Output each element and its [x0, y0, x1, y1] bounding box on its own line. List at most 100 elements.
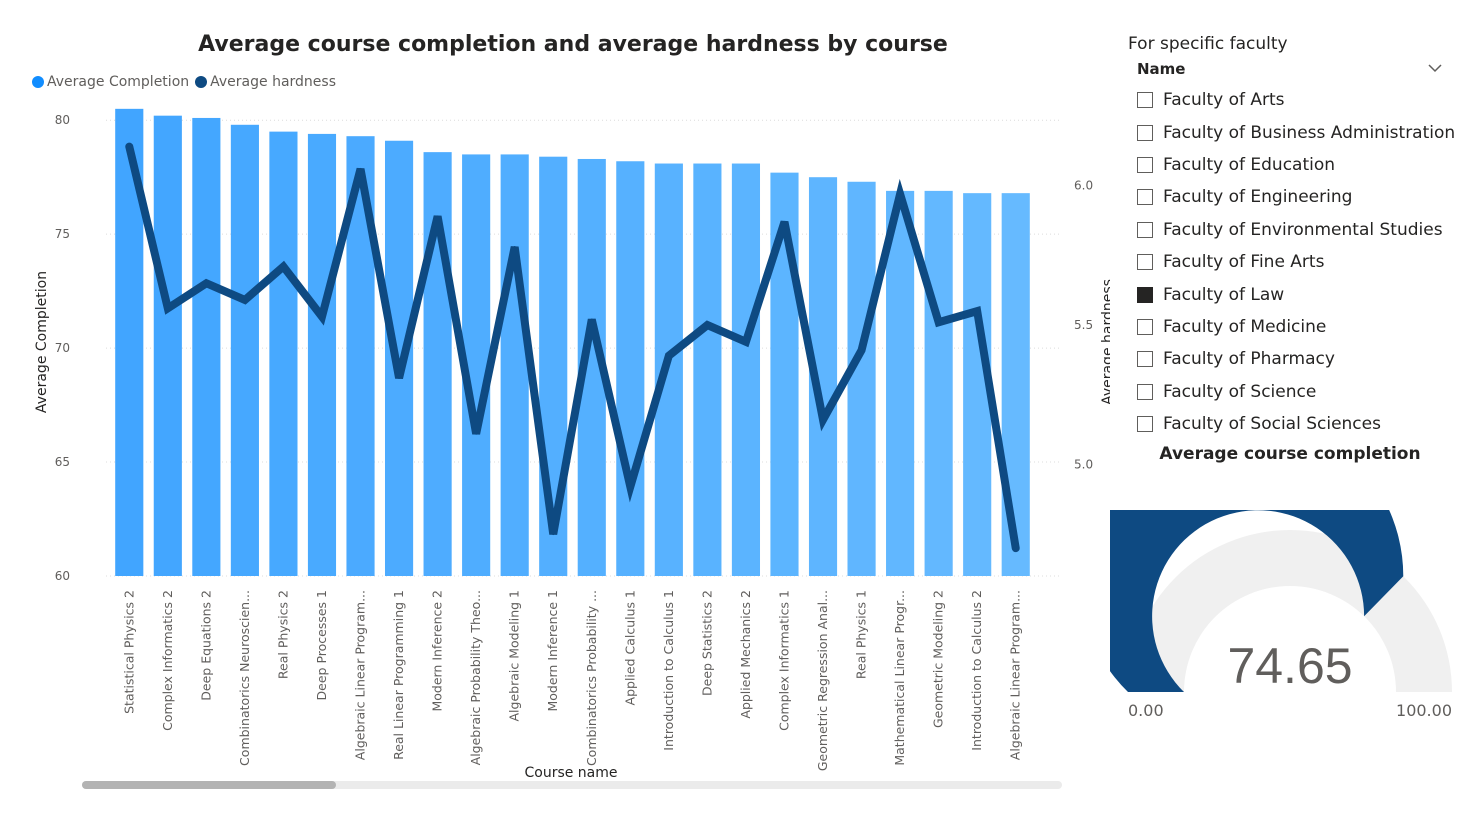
x-tick-label: Combinatorics Neuroscien...	[237, 590, 252, 766]
scrollbar-thumb[interactable]	[82, 781, 336, 789]
line-point-average-hardness[interactable]	[706, 324, 709, 327]
bar-average-completion[interactable]	[731, 163, 761, 576]
y-right-tick-label: 5.0	[1074, 457, 1093, 471]
chart-scrollbar[interactable]	[82, 781, 1062, 789]
line-point-average-hardness[interactable]	[744, 340, 747, 343]
line-point-average-hardness[interactable]	[205, 282, 208, 285]
line-point-average-hardness[interactable]	[590, 318, 593, 321]
x-tick-label: Algebraic Modeling 1	[507, 590, 522, 722]
checkbox[interactable]	[1137, 124, 1153, 141]
line-point-average-hardness[interactable]	[436, 215, 439, 218]
x-tick-label: Deep Processes 1	[314, 590, 329, 700]
bar-average-completion[interactable]	[693, 163, 722, 576]
line-point-average-hardness[interactable]	[667, 354, 670, 357]
checkbox[interactable]	[1137, 318, 1153, 335]
gauge: 74.65 0.00 100.00	[1110, 510, 1452, 720]
slicer-item[interactable]: Faculty of Science	[1137, 376, 1455, 408]
chart-legend: Average Completion Average hardness	[32, 74, 336, 90]
y-axis-right-title: Average hardness	[1100, 279, 1110, 405]
line-point-average-hardness[interactable]	[822, 418, 825, 421]
x-tick-label: Algebraic Probability Theo...	[468, 590, 483, 765]
slicer-item-label: Faculty of Business Administration	[1163, 122, 1456, 143]
x-tick-label: Algebraic Linear Program...	[1008, 590, 1023, 760]
x-tick-label: Applied Mechanics 2	[738, 590, 753, 719]
x-tick-label: Real Linear Programming 1	[391, 590, 406, 760]
bar-average-completion[interactable]	[230, 124, 259, 577]
line-average-hardness[interactable]	[125, 142, 1020, 553]
bar-average-completion[interactable]	[1001, 193, 1030, 576]
line-point-average-hardness[interactable]	[976, 310, 979, 313]
slicer-item[interactable]: Faculty of Social Sciences	[1137, 408, 1455, 440]
checkbox[interactable]	[1137, 189, 1153, 206]
gauge-max-label: 100.00	[1396, 701, 1452, 720]
line-point-average-hardness[interactable]	[860, 349, 863, 352]
bar-average-completion[interactable]	[153, 115, 182, 576]
bar-average-completion[interactable]	[616, 161, 645, 576]
y-right-tick-label: 6.0	[1074, 179, 1093, 193]
slicer-item[interactable]: Faculty of Engineering	[1137, 181, 1455, 213]
line-point-average-hardness[interactable]	[282, 265, 285, 268]
bar-average-completion[interactable]	[307, 133, 337, 576]
slicer-title: For specific faculty	[1128, 34, 1288, 54]
legend-dot-completion	[32, 76, 44, 88]
bar-average-completion[interactable]	[847, 181, 876, 576]
bar-average-completion[interactable]	[192, 117, 221, 577]
slicer-item[interactable]: Faculty of Arts	[1137, 84, 1455, 116]
gauge-min-label: 0.00	[1128, 701, 1164, 720]
gauge-value: 74.65	[1227, 638, 1352, 694]
line-point-average-hardness[interactable]	[243, 298, 246, 301]
line-point-average-hardness[interactable]	[783, 220, 786, 223]
checkbox[interactable]	[1137, 351, 1153, 368]
checkbox[interactable]	[1137, 92, 1153, 109]
legend-item-hardness[interactable]: Average hardness	[195, 74, 336, 90]
line-point-average-hardness[interactable]	[398, 377, 401, 380]
line-point-average-hardness[interactable]	[1014, 547, 1017, 550]
line-point-average-hardness[interactable]	[513, 245, 516, 248]
slicer-item[interactable]: Faculty of Environmental Studies	[1137, 214, 1455, 246]
slicer-item-label: Faculty of Engineering	[1163, 187, 1353, 208]
line-point-average-hardness[interactable]	[552, 533, 555, 536]
x-tick-label: Real Physics 1	[854, 590, 869, 679]
y-left-tick-label: 75	[55, 227, 70, 241]
checkbox[interactable]	[1137, 286, 1153, 303]
line-point-average-hardness[interactable]	[475, 432, 478, 435]
checkbox[interactable]	[1137, 221, 1153, 238]
chart-title: Average course completion and average ha…	[198, 32, 948, 57]
checkbox[interactable]	[1137, 416, 1153, 433]
chevron-down-icon[interactable]	[1428, 62, 1442, 74]
slicer-item-label: Faculty of Medicine	[1163, 316, 1327, 337]
slicer-item-label: Faculty of Science	[1163, 381, 1317, 402]
slicer-item-label: Faculty of Law	[1163, 284, 1285, 305]
y-left-tick-label: 60	[55, 569, 70, 583]
line-point-average-hardness[interactable]	[899, 193, 902, 196]
checkbox[interactable]	[1137, 156, 1153, 173]
bar-average-completion[interactable]	[886, 190, 915, 576]
x-tick-label: Deep Equations 2	[198, 590, 213, 701]
slicer-item[interactable]: Faculty of Fine Arts	[1137, 246, 1455, 278]
bar-average-completion[interactable]	[269, 131, 298, 576]
bar-average-completion[interactable]	[500, 154, 529, 577]
line-point-average-hardness[interactable]	[359, 167, 362, 170]
x-tick-label: Introduction to Calculus 2	[969, 590, 984, 751]
legend-label-hardness: Average hardness	[210, 74, 337, 90]
slicer-item[interactable]: Faculty of Pharmacy	[1137, 343, 1455, 375]
legend-item-completion[interactable]: Average Completion	[32, 74, 189, 90]
line-point-average-hardness[interactable]	[320, 315, 323, 318]
x-tick-label: Deep Statistics 2	[699, 590, 714, 696]
slicer-item[interactable]: Faculty of Business Administration	[1137, 116, 1455, 148]
checkbox[interactable]	[1137, 254, 1153, 271]
line-point-average-hardness[interactable]	[629, 485, 632, 488]
line-point-average-hardness[interactable]	[166, 307, 169, 310]
slicer-item[interactable]: Faculty of Law	[1137, 278, 1455, 310]
slicer-item[interactable]: Faculty of Medicine	[1137, 311, 1455, 343]
y-axis-left-title: Average Completion	[34, 271, 50, 413]
slicer-item[interactable]: Faculty of Education	[1137, 149, 1455, 181]
y-left-tick-label: 65	[55, 455, 70, 469]
x-tick-label: Introduction to Calculus 1	[661, 590, 676, 751]
gauge-title: Average course completion	[1159, 444, 1421, 464]
y-left-tick-label: 70	[55, 341, 70, 355]
line-point-average-hardness[interactable]	[128, 145, 131, 148]
line-point-average-hardness[interactable]	[937, 321, 940, 324]
bar-average-completion[interactable]	[924, 190, 953, 576]
checkbox[interactable]	[1137, 383, 1153, 400]
